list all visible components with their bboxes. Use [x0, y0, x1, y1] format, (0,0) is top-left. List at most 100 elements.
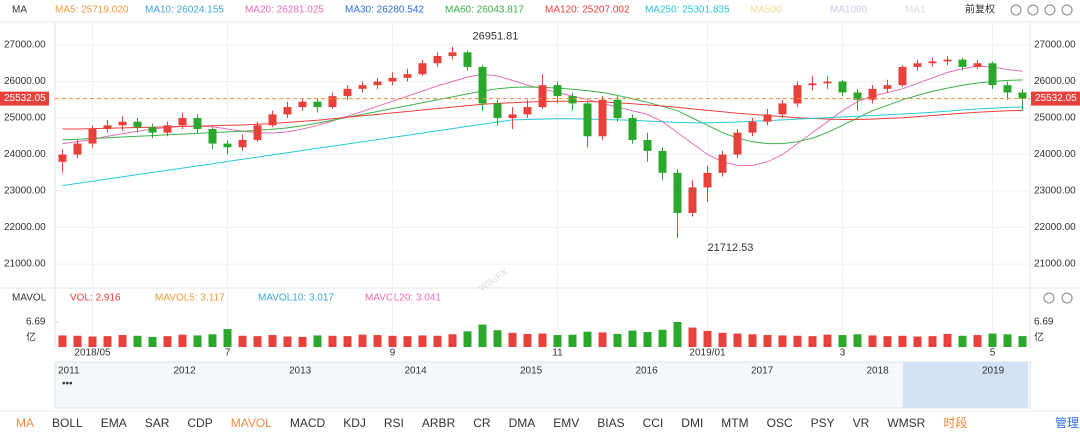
y-tick-label: 24000.00 [1034, 149, 1076, 160]
volume-bar [718, 332, 727, 347]
candle-body [523, 107, 532, 115]
navigator-year: 2014 [405, 366, 428, 377]
legend-entry: MA30: 26280.542 [345, 5, 424, 16]
volume-bar [883, 336, 892, 347]
volume-bar [178, 334, 187, 347]
candle-body [223, 143, 232, 148]
candle-body [943, 59, 952, 62]
navigator-year: 2013 [289, 366, 312, 377]
candle-body [343, 88, 352, 97]
volume-bar [373, 335, 382, 347]
indicator-tab[interactable]: WMSR [887, 416, 925, 430]
indicator-tab[interactable]: CCI [643, 416, 664, 430]
volume-bar [943, 333, 952, 347]
candle-body [628, 118, 637, 140]
icon-zoom-in[interactable] [1044, 4, 1056, 16]
indicator-tab[interactable]: KDJ [343, 416, 366, 430]
volume-bar [328, 335, 337, 347]
x-tick-label: 2018/05 [74, 348, 111, 359]
indicator-tab[interactable]: SAR [145, 416, 170, 430]
navigator-year: 2019 [982, 366, 1005, 377]
volume-bar [613, 333, 622, 347]
navigator[interactable] [54, 361, 1031, 409]
candle-body [373, 81, 382, 86]
y-tick-label: 6.69 [1034, 317, 1054, 328]
indicator-tab[interactable]: EMA [101, 416, 127, 430]
indicator-tab[interactable]: CR [473, 416, 491, 430]
candle-body [913, 63, 922, 67]
volume-bar [433, 335, 442, 347]
volume-bar [778, 335, 787, 347]
volume-bar [598, 332, 607, 347]
indicator-tab[interactable]: BIAS [597, 416, 624, 430]
candle-body [778, 103, 787, 115]
icon-settings[interactable] [1043, 292, 1055, 304]
candle-body [1018, 92, 1027, 99]
volume-bar [913, 336, 922, 347]
candle-body [283, 107, 292, 115]
volume-bar [358, 334, 367, 347]
navigator-year: 2016 [636, 366, 659, 377]
volume-bar [298, 336, 307, 347]
volume-bar [73, 335, 82, 347]
indicator-tab[interactable]: OSC [767, 416, 793, 430]
legend-entry: MA1 [905, 5, 926, 16]
manage-tab[interactable]: 管理 [1055, 415, 1079, 430]
icon-settings[interactable] [1061, 4, 1073, 16]
indicator-tab[interactable]: ARBR [422, 416, 456, 430]
y-tick-label: 27000.00 [4, 40, 46, 51]
x-tick-label: 3 [840, 348, 846, 359]
volume-bar [553, 335, 562, 347]
indicator-tab[interactable]: MACD [290, 416, 326, 430]
indicator-tab[interactable]: PSY [811, 416, 835, 430]
indicator-tab[interactable]: EMV [553, 416, 579, 430]
navigator-window[interactable] [903, 362, 1028, 408]
volume-bar [688, 327, 697, 347]
y-tick-label: 27000.00 [1034, 40, 1076, 51]
volume-bar [868, 335, 877, 347]
candle-body [328, 96, 337, 108]
y-tick-label: 21000.00 [4, 259, 46, 270]
indicator-tab[interactable]: DMA [509, 416, 536, 430]
icon-close[interactable] [1061, 292, 1073, 304]
indicator-tab[interactable]: VR [853, 416, 870, 430]
volume-bar [448, 334, 457, 347]
x-tick-label: 9 [390, 348, 396, 359]
candle-body [673, 172, 682, 213]
icon-zoom-out[interactable] [1027, 4, 1039, 16]
x-tick-label: 5 [990, 348, 996, 359]
indicator-tab[interactable]: CDP [187, 416, 212, 430]
candle-body [733, 132, 742, 155]
volume-bar [193, 335, 202, 347]
legend-entry: MAVOL [12, 293, 47, 304]
adjust-toggle[interactable]: 前复权 [965, 3, 995, 16]
icon-reset[interactable] [1010, 4, 1022, 16]
indicator-tab[interactable]: RSI [384, 416, 404, 430]
candle-body [658, 150, 667, 173]
candle-body [808, 83, 817, 86]
indicator-tab[interactable]: BOLL [52, 416, 83, 430]
indicator-tab[interactable]: DMI [681, 416, 703, 430]
candle-body [508, 114, 517, 119]
indicator-tab[interactable]: MTM [721, 416, 748, 430]
candle-body [883, 85, 892, 89]
candle-body [493, 103, 502, 119]
legend-entry: MAVOL5: 3.117 [155, 293, 225, 304]
indicator-tab[interactable]: 时段 [943, 415, 967, 430]
volume-bar [223, 329, 232, 347]
annotation: 26951.81 [473, 31, 519, 43]
candle-body [703, 172, 712, 188]
navigator-year: 2018 [867, 366, 890, 377]
volume-bar [898, 335, 907, 347]
indicator-tab[interactable]: MA [16, 416, 34, 430]
candle-body [988, 63, 997, 86]
indicator-tab[interactable]: MAVOL [231, 416, 272, 430]
navigator-dots: ••• [62, 379, 73, 390]
candle-body [403, 74, 412, 78]
y-tick-label: 6.69 [26, 317, 46, 328]
volume-bar [208, 334, 217, 347]
x-tick-label: 11 [552, 348, 563, 359]
legend-entry: MA [12, 5, 27, 16]
volume-bar [703, 330, 712, 347]
volume-bar [1018, 336, 1027, 347]
